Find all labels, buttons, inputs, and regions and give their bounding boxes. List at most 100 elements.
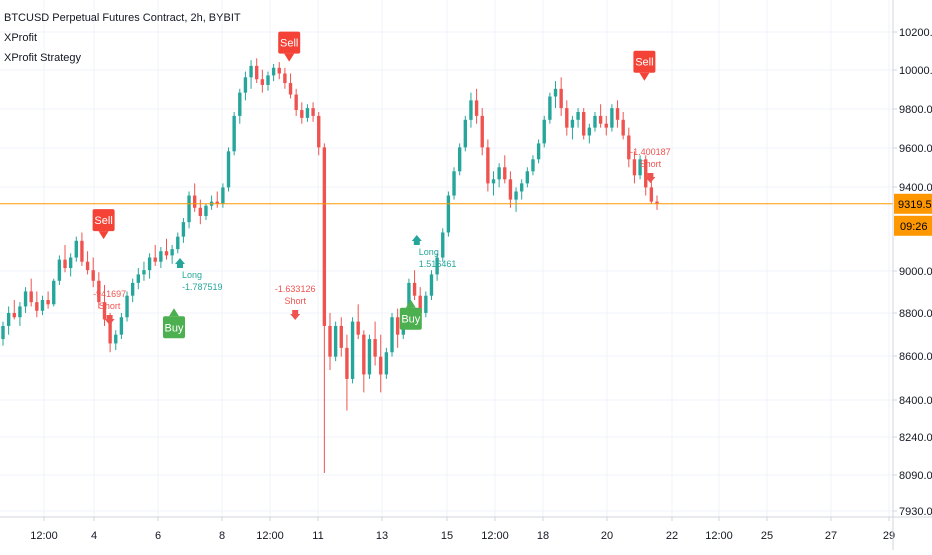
candle-body	[52, 280, 56, 305]
y-axis-label: 8090.0	[899, 470, 932, 482]
candle-body	[627, 135, 631, 160]
sell-signal-label: Sell	[94, 215, 112, 227]
candle-body	[164, 251, 169, 256]
candle-body	[198, 207, 203, 216]
x-axis-label: 12:00	[481, 530, 509, 542]
candle-body	[147, 257, 152, 271]
candle-body	[288, 83, 293, 95]
candle-body	[6, 312, 11, 326]
buy-signal-box	[163, 316, 185, 339]
candle-body	[187, 195, 191, 223]
candle-body	[593, 115, 597, 128]
x-axis-label: 18	[537, 530, 549, 542]
x-axis-label: 13	[376, 530, 388, 542]
candle-body	[345, 347, 349, 379]
candle-body	[12, 312, 16, 318]
x-axis-label: 15	[441, 530, 453, 542]
chart-title: BTCUSD Perpetual Futures Contract, 2h, B…	[4, 12, 241, 24]
buy-signal-label: Buy	[165, 322, 184, 334]
candle-body	[424, 295, 428, 313]
x-axis-label: 11	[312, 530, 323, 542]
candle-body	[463, 119, 468, 148]
short-arrow-icon	[645, 173, 656, 183]
candle-body	[108, 319, 112, 344]
y-axis-label: 7930.0	[899, 506, 932, 518]
y-axis-label: 9600.0	[899, 143, 932, 155]
candle-body	[271, 67, 276, 76]
candle-body	[266, 75, 270, 85]
candle-body	[277, 67, 281, 74]
trade-side: Long	[419, 247, 439, 257]
buy-signal-box	[399, 307, 422, 330]
candle-body	[311, 108, 315, 116]
candle-body	[85, 261, 90, 271]
x-axis-label: 4	[91, 530, 97, 542]
trade-side: Long	[182, 270, 202, 280]
candle-body	[644, 159, 648, 188]
candle-body	[576, 112, 580, 120]
candle-body	[204, 205, 208, 216]
trade-pnl: -941697	[93, 289, 126, 299]
y-axis-label: 8240.0	[899, 432, 932, 444]
y-axis-label: 9800.0	[899, 104, 932, 116]
candle-body	[46, 299, 50, 305]
buy-signal-arrow	[405, 299, 416, 308]
candle-body	[519, 183, 524, 192]
candle-body	[508, 179, 513, 200]
candle-body	[350, 321, 355, 379]
countdown-value: 09:26	[900, 221, 928, 233]
candle-body	[390, 317, 394, 353]
candle-body	[63, 259, 67, 269]
sell-signal-label: Sell	[635, 57, 653, 69]
candle-body	[215, 201, 219, 204]
candles	[0, 58, 893, 473]
candle-body	[23, 291, 28, 307]
trade-pnl: -1.787519	[182, 282, 223, 292]
x-axis-label: 12:00	[256, 530, 284, 542]
x-axis-label: 12:00	[30, 530, 58, 542]
candle-body	[249, 65, 253, 78]
candle-body	[497, 167, 501, 180]
candle-body	[429, 274, 434, 296]
candle-body	[435, 257, 439, 275]
y-axis-label: 8800.0	[899, 308, 932, 320]
x-axis-label: 22	[666, 530, 678, 542]
candle-body	[638, 159, 642, 176]
candle-body	[300, 110, 304, 118]
candle-body	[621, 119, 625, 136]
candle-body	[598, 115, 603, 124]
candle-body	[373, 339, 377, 357]
indicator-label-xprofit-strategy[interactable]: XProfit Strategy	[4, 52, 82, 64]
candle-body	[97, 280, 101, 303]
candle-body	[57, 259, 62, 281]
indicator-label-xprofit[interactable]: XProfit	[4, 32, 38, 44]
short-arrow-icon	[290, 310, 301, 320]
candle-body	[125, 295, 129, 318]
long-arrow-icon	[411, 235, 422, 245]
candle-body	[587, 127, 592, 136]
candle-body	[29, 291, 33, 303]
candle-body	[514, 191, 518, 200]
trade-pnl: -1.633126	[275, 284, 316, 294]
candle-body	[649, 187, 654, 202]
candle-body	[356, 321, 360, 335]
candle-body	[333, 325, 338, 357]
candle-body	[548, 96, 552, 120]
y-axis-label: 9000.0	[899, 266, 932, 278]
candle-body	[317, 115, 321, 148]
candle-body	[35, 302, 39, 311]
candle-body	[452, 171, 456, 196]
candle-body	[294, 94, 298, 111]
candle-body	[305, 108, 310, 118]
x-axis-label: 29	[883, 530, 895, 542]
candle-body	[486, 147, 490, 184]
x-axis-label: 20	[601, 530, 613, 542]
candle-body	[536, 143, 541, 160]
x-axis-label: 6	[155, 530, 161, 542]
candle-body	[384, 352, 389, 375]
trade-pnl: 1.516461	[419, 259, 457, 269]
candle-body	[604, 123, 608, 128]
